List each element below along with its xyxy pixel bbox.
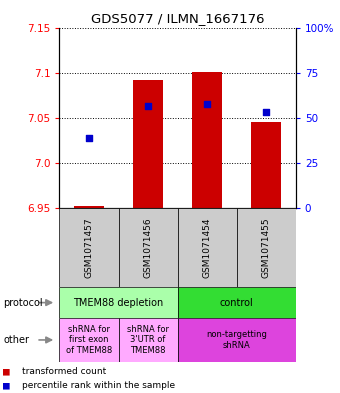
Text: shRNA for
3'UTR of
TMEM88: shRNA for 3'UTR of TMEM88: [127, 325, 169, 355]
Text: other: other: [3, 335, 29, 345]
Bar: [237, 208, 296, 287]
Bar: [177, 208, 237, 287]
Text: ■: ■: [3, 366, 10, 376]
Point: [146, 103, 151, 109]
Bar: [59, 287, 177, 318]
Text: ■: ■: [3, 380, 10, 390]
Text: GSM1071454: GSM1071454: [203, 217, 212, 278]
Bar: [59, 208, 119, 287]
Title: GDS5077 / ILMN_1667176: GDS5077 / ILMN_1667176: [91, 12, 265, 25]
Text: GSM1071455: GSM1071455: [262, 217, 271, 278]
Bar: [252, 121, 281, 208]
Bar: [74, 206, 104, 208]
Bar: [133, 80, 163, 208]
Text: percentile rank within the sample: percentile rank within the sample: [22, 381, 175, 389]
Bar: [119, 208, 177, 287]
Text: non-targetting
shRNA: non-targetting shRNA: [206, 330, 267, 350]
Text: protocol: protocol: [3, 298, 43, 308]
Point: [204, 101, 210, 107]
Text: control: control: [220, 298, 254, 308]
Point: [264, 108, 269, 115]
Point: [86, 135, 92, 141]
Bar: [192, 72, 222, 208]
Bar: [177, 287, 296, 318]
Bar: [177, 318, 296, 362]
Text: GSM1071456: GSM1071456: [143, 217, 153, 278]
Text: shRNA for
first exon
of TMEM88: shRNA for first exon of TMEM88: [66, 325, 112, 355]
Bar: [59, 318, 119, 362]
Bar: [119, 318, 177, 362]
Text: TMEM88 depletion: TMEM88 depletion: [73, 298, 164, 308]
Text: transformed count: transformed count: [22, 367, 106, 376]
Text: GSM1071457: GSM1071457: [85, 217, 94, 278]
